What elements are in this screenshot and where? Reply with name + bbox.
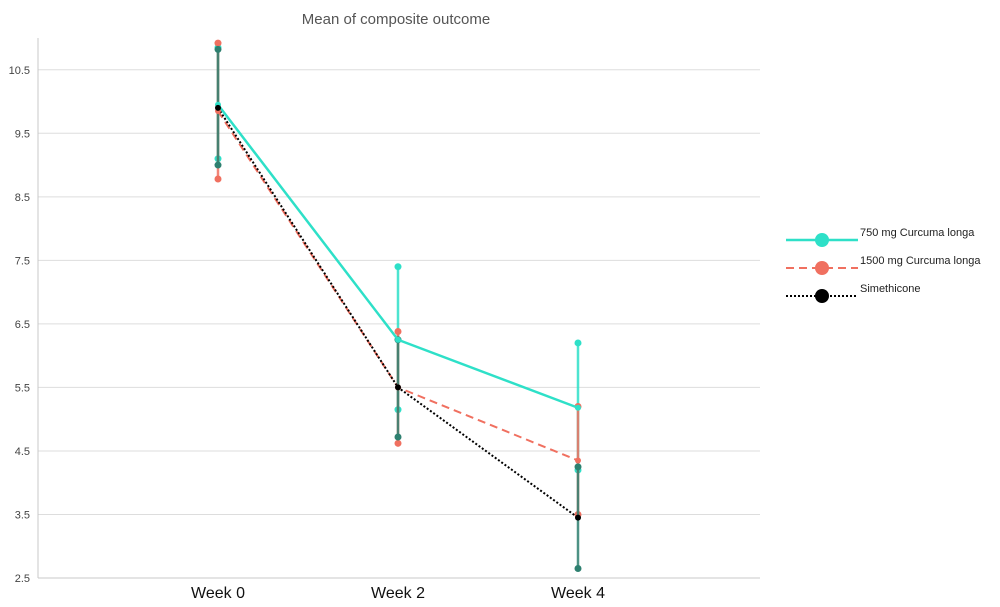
legend-label: Simethicone [860,283,921,295]
error-bar-cap [394,439,402,447]
legend-label: 1500 mg Curcuma longa [860,255,981,267]
y-tick-label: 8.5 [15,192,30,204]
y-tick-label: 5.5 [15,382,30,394]
y-axis: 2.5 3.5 4.5 5.5 6.5 7.5 8.5 9.5 10.5 [9,38,39,585]
error-bar-cap [214,45,222,53]
data-point [215,104,221,111]
error-bar-cap [394,263,402,271]
y-tick-label: 9.5 [15,128,30,140]
data-point [395,384,401,391]
y-tick-label: 4.5 [15,446,30,458]
error-bars [214,39,582,572]
x-tick-label: Week 0 [191,585,245,602]
data-point [575,404,581,411]
y-tick-label: 2.5 [15,573,30,585]
error-bar-cap [574,339,582,347]
error-bar-cap [214,161,222,169]
legend-label: 750 mg Curcuma longa [860,227,975,239]
error-bar-cap [214,39,222,47]
data-point [395,336,401,343]
error-bar-cap [394,328,402,336]
y-tick-label: 3.5 [15,509,30,521]
x-tick-label: Week 4 [551,585,605,602]
chart-title: Mean of composite outcome [302,11,490,28]
legend-marker [815,261,829,275]
x-axis: Week 0 Week 2 Week 4 [38,577,760,602]
y-tick-label: 6.5 [15,319,30,331]
data-point [575,514,581,521]
y-tick-label: 7.5 [15,255,30,267]
legend-marker [815,289,829,303]
error-bar-cap [574,564,582,572]
y-tick-label: 10.5 [9,65,30,77]
error-bar-cap [214,175,222,183]
x-tick-label: Week 2 [371,585,425,602]
data-points [215,101,581,521]
legend-marker [815,233,829,247]
error-bar-cap [394,433,402,441]
legend: 750 mg Curcuma longa 1500 mg Curcuma long… [786,227,981,303]
data-point [575,457,581,464]
error-bar-cap [574,463,582,471]
